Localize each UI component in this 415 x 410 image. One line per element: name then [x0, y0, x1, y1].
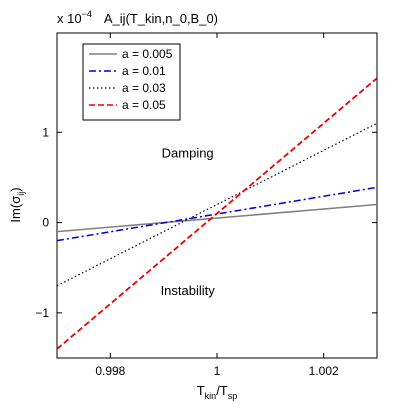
legend-label-0: a = 0.005 — [122, 47, 173, 61]
y-tick-label: 1 — [42, 125, 49, 139]
scale-exponent: −4 — [82, 9, 92, 19]
legend: a = 0.005 a = 0.01 a = 0.03 a = 0.05 — [82, 43, 181, 121]
series-line-1 — [57, 186, 377, 242]
y-axis-label: Im(σij) — [8, 187, 26, 222]
scale-suffix: A_ij(T_kin,n_0,B_0) — [104, 11, 218, 26]
scale-note: x 10−4 A_ij(T_kin,n_0,B_0) — [57, 9, 218, 26]
x-tick-label: 0.998 — [95, 364, 125, 378]
legend-box — [82, 43, 181, 121]
legend-label-2: a = 0.03 — [122, 81, 166, 95]
annotation-1: Instability — [161, 283, 216, 298]
axis-ticks: 0.998 1 1.002 −1 0 1 — [35, 33, 377, 378]
scale-factor: x 10 — [57, 11, 82, 26]
y-tick-label: −1 — [35, 306, 49, 320]
x-axis-label: Tkin/Tsp — [197, 383, 238, 401]
series-line-3 — [57, 77, 377, 350]
legend-label-1: a = 0.01 — [122, 64, 166, 78]
series-group — [57, 77, 377, 350]
x-tick-label: 1 — [214, 364, 221, 378]
legend-label-3: a = 0.05 — [122, 98, 166, 112]
series-line-0 — [57, 203, 377, 233]
x-tick-label: 1.002 — [309, 364, 339, 378]
y-tick-label: 0 — [42, 216, 49, 230]
annotations: Damping Instability — [161, 146, 216, 298]
annotation-0: Damping — [162, 146, 214, 161]
